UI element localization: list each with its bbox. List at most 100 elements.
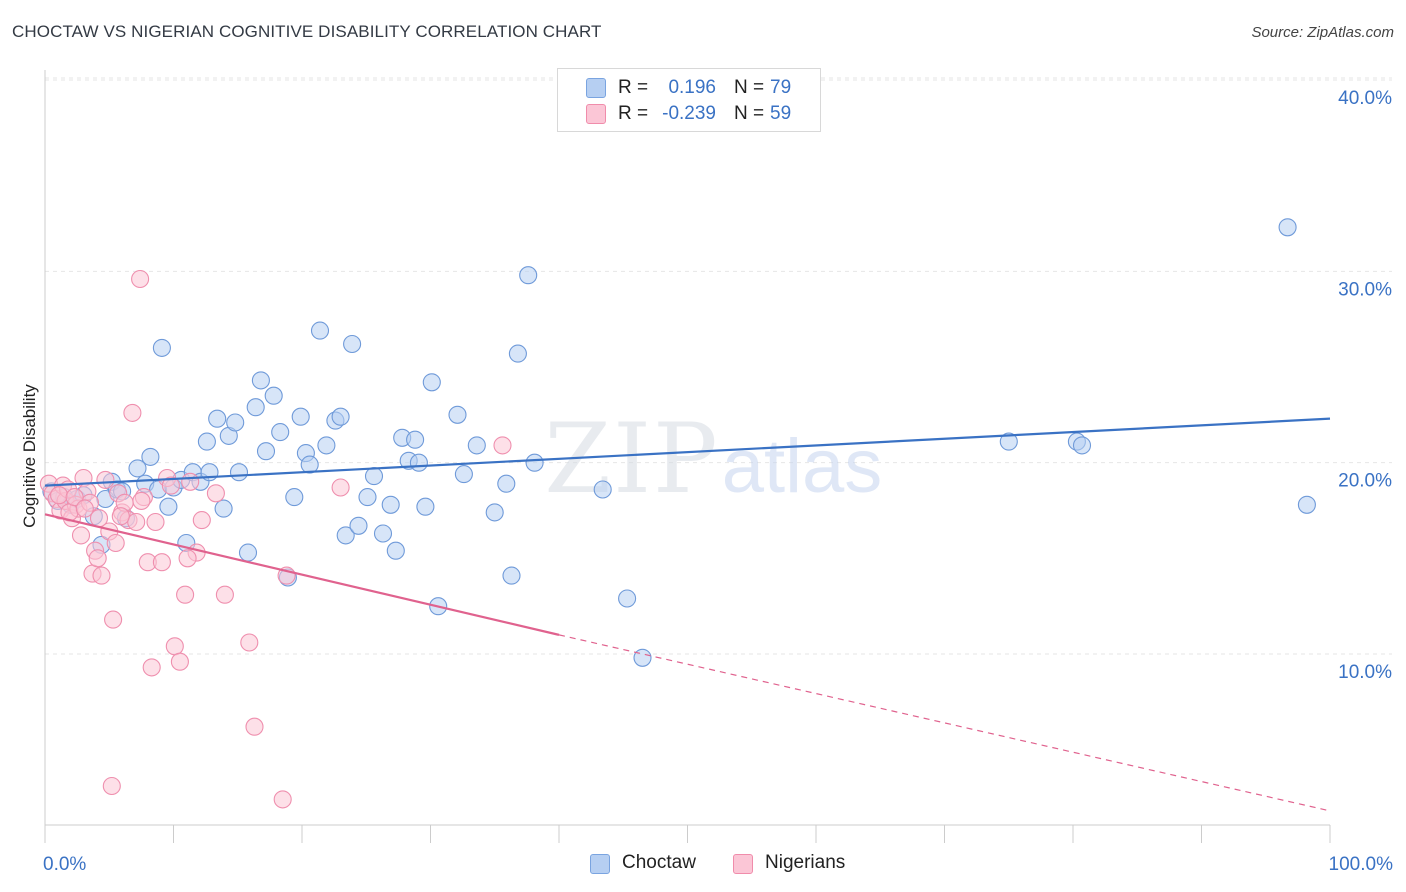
bottom-legend-swatch-nigerians — [733, 854, 753, 874]
y-tick-labels: 10.0% 20.0% 30.0% 40.0% — [1338, 88, 1392, 683]
point-choctaw — [454, 465, 473, 484]
point-nigerians — [245, 717, 264, 736]
point-nigerians — [104, 610, 123, 629]
point-choctaw — [271, 423, 290, 442]
point-choctaw — [349, 516, 368, 535]
legend-r-label: R = — [618, 103, 649, 124]
point-choctaw — [381, 495, 400, 514]
point-choctaw — [214, 499, 233, 518]
trend-line-dashed-nigerians — [558, 634, 1331, 812]
legend-r-value: -0.239 — [662, 103, 716, 124]
bottom-legend-swatch-choctaw — [590, 854, 610, 874]
point-choctaw — [141, 447, 160, 466]
point-choctaw — [373, 524, 393, 543]
point-choctaw — [251, 371, 270, 390]
point-nigerians — [152, 553, 171, 572]
point-choctaw — [593, 480, 612, 499]
point-nigerians — [123, 403, 142, 422]
point-choctaw — [416, 497, 435, 516]
bottom-legend-label-choctaw: Choctaw — [622, 852, 696, 873]
x-tick-label: 0.0% — [43, 854, 86, 875]
point-nigerians — [146, 512, 165, 532]
watermark: ZIP atlas — [544, 403, 882, 515]
point-nigerians — [493, 436, 512, 455]
point-choctaw — [159, 497, 178, 516]
point-choctaw — [208, 409, 227, 428]
point-nigerians — [240, 633, 259, 652]
point-choctaw — [364, 467, 384, 486]
point-nigerians — [132, 491, 151, 510]
point-choctaw — [999, 432, 1018, 451]
point-choctaw — [633, 648, 652, 667]
point-choctaw — [422, 373, 441, 392]
point-nigerians — [178, 549, 197, 568]
x-tick-label: 100.0% — [1329, 854, 1394, 875]
point-nigerians — [102, 776, 121, 796]
point-nigerians — [71, 526, 91, 545]
y-tick-label: 30.0% — [1338, 279, 1392, 300]
point-choctaw — [291, 407, 310, 426]
legend-r-label: R = — [618, 77, 649, 98]
point-nigerians — [111, 507, 130, 526]
trend-line-choctaw — [44, 417, 1331, 487]
point-nigerians — [165, 637, 184, 656]
point-choctaw — [226, 413, 245, 432]
legend-n-label: N = — [734, 103, 765, 124]
point-choctaw — [310, 321, 330, 340]
point-choctaw — [343, 334, 362, 354]
trend-lines — [44, 417, 1331, 812]
legend-row-nigerians: R = -0.239 N = 59 — [558, 100, 820, 126]
point-choctaw — [502, 566, 521, 585]
point-nigerians — [75, 499, 94, 518]
point-nigerians — [170, 652, 189, 671]
point-nigerians — [127, 512, 146, 532]
point-nigerians — [96, 470, 115, 489]
point-choctaw — [264, 386, 283, 405]
point-nigerians — [50, 486, 69, 505]
y-tick-label: 10.0% — [1338, 662, 1392, 683]
point-nigerians — [89, 509, 109, 528]
point-choctaw — [1278, 218, 1297, 237]
point-choctaw — [508, 344, 527, 363]
point-nigerians — [176, 585, 195, 604]
legend-n-label: N = — [734, 77, 765, 98]
point-choctaw — [331, 407, 350, 426]
trend-line-nigerians — [44, 513, 560, 636]
point-choctaw — [336, 526, 355, 545]
point-choctaw — [197, 432, 216, 451]
point-choctaw — [519, 266, 538, 285]
point-nigerians — [142, 658, 161, 677]
point-choctaw — [152, 338, 171, 357]
y-tick-label: 20.0% — [1338, 471, 1392, 492]
point-nigerians — [88, 549, 107, 568]
legend-n-value: 59 — [770, 103, 792, 124]
grid-lines — [45, 77, 1392, 655]
legend-r-value: 0.196 — [668, 77, 716, 98]
point-nigerians — [161, 476, 180, 495]
point-nigerians — [181, 472, 200, 491]
point-choctaw — [128, 459, 147, 478]
axes — [44, 70, 1331, 843]
bottom-legend-label-nigerians: Nigerians — [765, 852, 846, 873]
point-choctaw — [497, 474, 516, 493]
point-choctaw — [467, 436, 486, 455]
point-nigerians — [106, 533, 125, 553]
legend-swatch-nigerians — [586, 104, 606, 124]
point-choctaw — [525, 453, 544, 472]
point-choctaw — [285, 488, 304, 507]
point-nigerians — [92, 566, 111, 585]
point-choctaw — [317, 436, 336, 455]
point-choctaw — [300, 455, 319, 474]
point-nigerians — [206, 484, 225, 503]
point-choctaw — [448, 405, 467, 424]
point-choctaw — [409, 453, 428, 472]
point-choctaw — [386, 541, 405, 560]
point-choctaw — [406, 430, 425, 449]
source-credit: Source: ZipAtlas.com — [1251, 24, 1394, 41]
y-axis-label: Cognitive Disability — [20, 384, 39, 528]
point-nigerians — [131, 269, 150, 289]
point-nigerians — [65, 488, 84, 507]
point-choctaw — [246, 398, 265, 417]
point-nigerians — [215, 585, 234, 604]
